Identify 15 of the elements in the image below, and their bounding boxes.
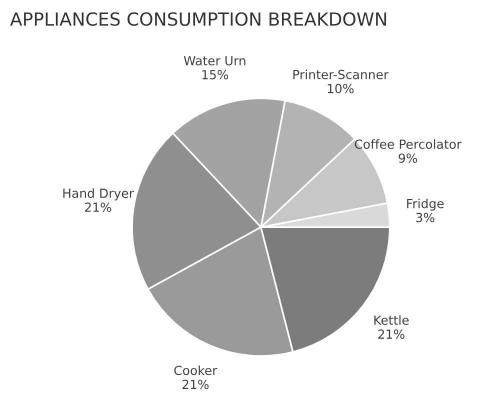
slice-label: Kettle: [374, 315, 409, 325]
slice-label: Water Urn: [184, 56, 246, 66]
chart-title: APPLIANCES CONSUMPTION BREAKDOWN: [10, 12, 386, 26]
slice-label: Printer-Scanner: [293, 70, 389, 80]
data-label: 3%: [416, 212, 434, 222]
slice-label: Cooker: [174, 365, 218, 376]
slice-label: Coffee Percolator: [354, 139, 462, 149]
data-label: 21%: [85, 202, 112, 212]
data-label: 21%: [182, 380, 209, 390]
data-label: 15%: [202, 70, 228, 80]
data-label: 9%: [398, 153, 418, 163]
slice-label: Fridge: [407, 198, 444, 211]
data-label: 10%: [328, 84, 354, 94]
slice-label: Hand Dryer: [63, 188, 134, 200]
data-label: 21%: [378, 329, 404, 339]
